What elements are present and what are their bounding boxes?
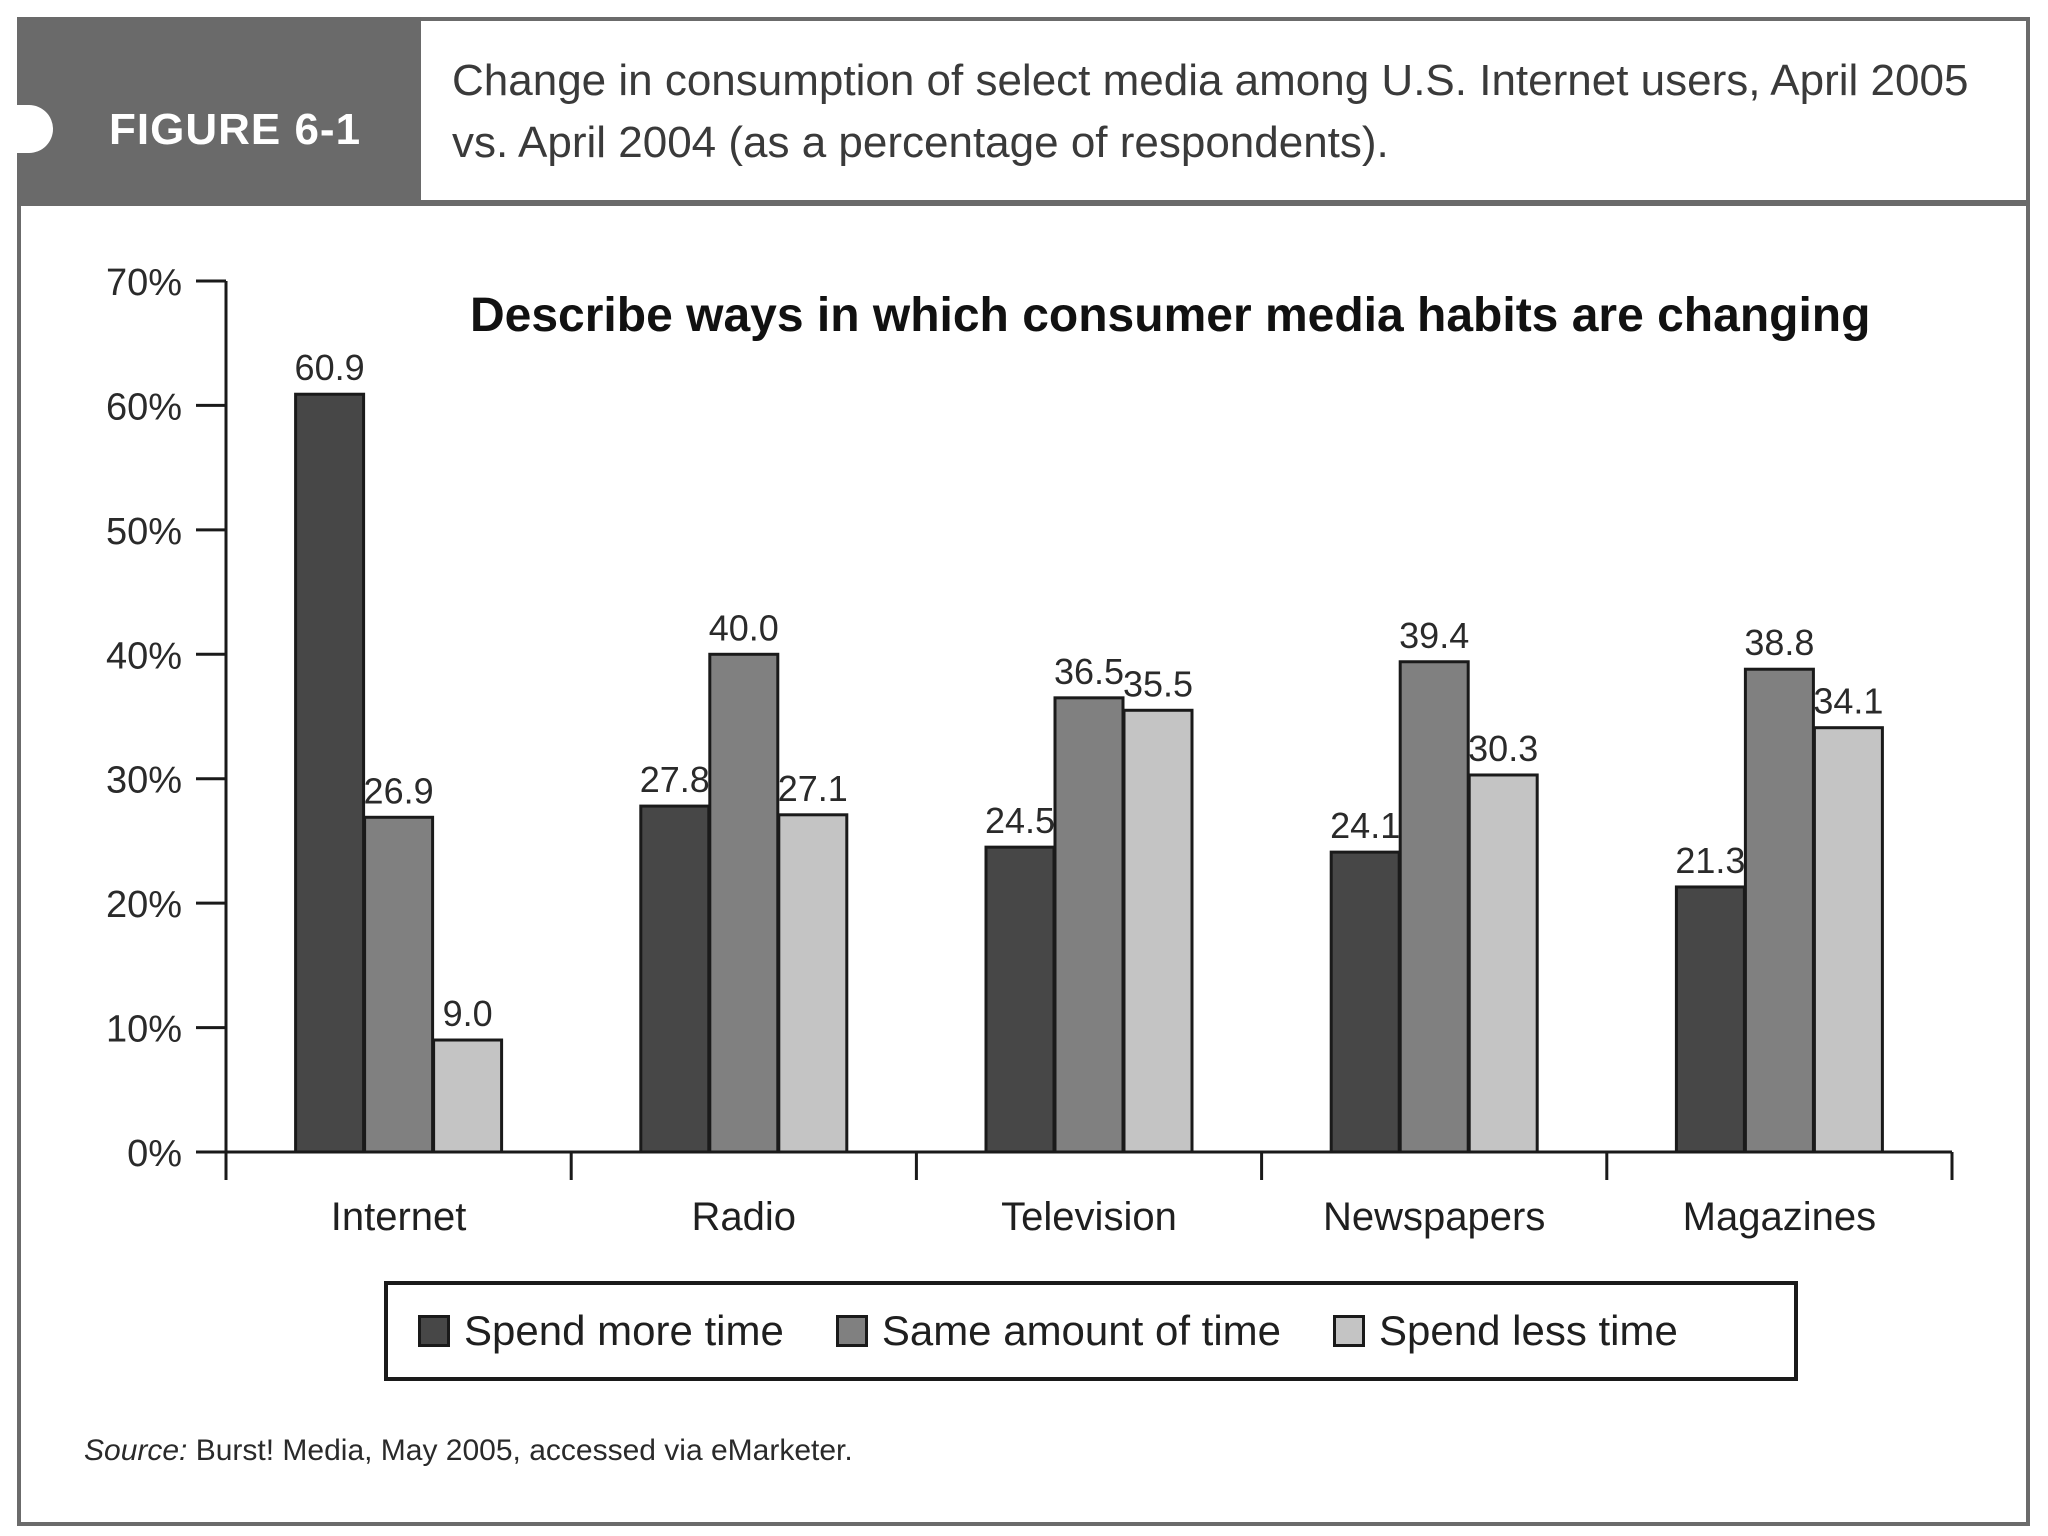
legend-swatch-same-amount	[835, 1315, 868, 1347]
y-tick-label: 60%	[106, 386, 182, 428]
y-tick-label: 0%	[127, 1133, 182, 1175]
bar-value-label: 34.1	[1813, 681, 1883, 722]
overlay-title: Describe ways in which consumer media ha…	[470, 289, 1871, 342]
y-tick-label: 70%	[106, 262, 182, 304]
bar	[1674, 885, 1746, 1154]
x-tick-label: Internet	[331, 1195, 467, 1239]
bar	[1812, 726, 1884, 1154]
bars	[294, 392, 1884, 1154]
bar-value-label: 60.9	[295, 347, 365, 388]
bar	[432, 1038, 504, 1154]
bar-value-label: 30.3	[1468, 728, 1538, 769]
bar-value-label: 24.1	[1330, 805, 1400, 846]
bar	[1467, 773, 1539, 1154]
bar-value-label: 38.8	[1744, 622, 1814, 663]
y-tick-label: 40%	[106, 635, 182, 677]
bar-value-label: 24.5	[985, 800, 1055, 841]
legend-label-spend-more: Spend more time	[464, 1307, 784, 1354]
bar	[639, 804, 711, 1154]
x-tick-label: Television	[1001, 1195, 1177, 1239]
bar	[1329, 850, 1401, 1154]
bar	[1122, 708, 1194, 1154]
bar	[777, 813, 849, 1154]
bar	[294, 392, 366, 1154]
legend-item-spend-more: Spend more time	[418, 1307, 784, 1355]
bar-value-label: 9.0	[443, 993, 493, 1034]
header-separator	[17, 200, 2030, 206]
bar-labels: 60.9 26.9 9.0 27.8 40.0 27.1 24.5 36.535.5 24.1 3…	[295, 347, 1884, 1034]
legend-swatch-spend-less	[1333, 1315, 1366, 1347]
x-tick-label: Magazines	[1683, 1195, 1876, 1239]
y-axis: 0% 10% 20% 30% 40% 50% 60% 70%	[106, 262, 228, 1175]
legend-swatch-spend-more	[418, 1315, 450, 1347]
bar	[1398, 660, 1470, 1154]
y-tick-label: 50%	[106, 511, 182, 553]
figure-tab: FIGURE 6-1	[17, 17, 421, 204]
bar-value-label: 40.0	[709, 607, 779, 648]
bar	[984, 845, 1056, 1154]
bar-value-label: 26.9	[364, 770, 434, 811]
figure-label: FIGURE 6-1	[109, 105, 362, 154]
x-axis: Internet Radio Television Newspapers Magazin…	[224, 1150, 1954, 1239]
bar-value-label: 39.4	[1399, 615, 1469, 656]
figure-caption: Change in consumption of select media am…	[452, 56, 1969, 167]
bar-value-label: 21.3	[1675, 840, 1745, 881]
legend-item-spend-less: Spend less time	[1333, 1307, 1678, 1355]
bar	[1743, 667, 1815, 1154]
bar	[708, 652, 780, 1154]
legend-item-same-amount: Same amount of time	[835, 1307, 1282, 1355]
y-tick-label: 30%	[106, 760, 182, 802]
bar-value-label: 27.8	[640, 759, 710, 800]
x-tick-label: Newspapers	[1323, 1195, 1545, 1239]
bar-value-label: 36.5	[1054, 651, 1124, 692]
bar-value-label: 35.5	[1123, 663, 1193, 704]
y-tick-label: 10%	[106, 1009, 182, 1051]
source-note: Source: Burst! Media, May 2005, accessed…	[84, 1434, 853, 1468]
legend-label-spend-less: Spend less time	[1379, 1307, 1678, 1354]
bar-value-label: 27.1	[778, 768, 848, 809]
bar	[1053, 696, 1125, 1154]
legend: Spend more time Same amount of time Spen…	[384, 1281, 1798, 1381]
legend-label-same-amount: Same amount of time	[881, 1307, 1282, 1354]
y-tick-label: 20%	[106, 884, 182, 926]
x-tick-label: Radio	[692, 1195, 797, 1239]
bar	[363, 815, 435, 1154]
source-prefix: Source:	[84, 1434, 188, 1467]
source-text: Burst! Media, May 2005, accessed via eMa…	[187, 1434, 853, 1467]
